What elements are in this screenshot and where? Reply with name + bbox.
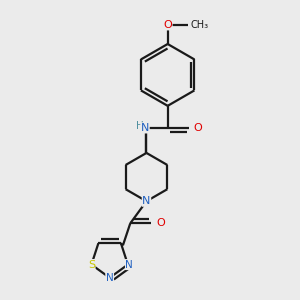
Text: N: N bbox=[141, 123, 149, 133]
Text: S: S bbox=[88, 260, 95, 270]
Text: H: H bbox=[136, 122, 144, 131]
Text: O: O bbox=[193, 123, 202, 133]
Text: O: O bbox=[156, 218, 165, 228]
Text: N: N bbox=[142, 196, 151, 206]
Text: CH₃: CH₃ bbox=[190, 20, 208, 30]
Text: N: N bbox=[106, 273, 113, 283]
Text: N: N bbox=[125, 260, 133, 270]
Text: O: O bbox=[163, 20, 172, 30]
